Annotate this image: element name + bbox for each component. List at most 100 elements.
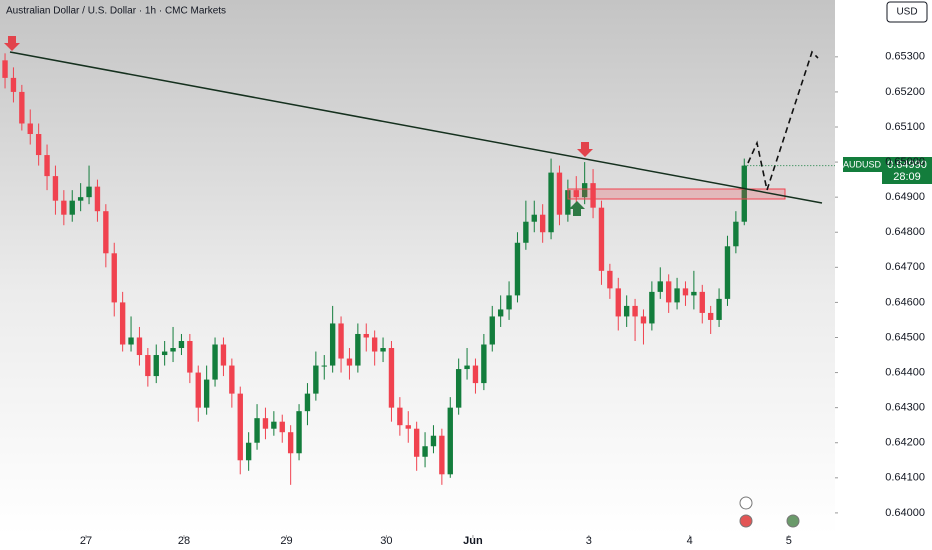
- candle-body: [707, 312, 714, 320]
- y-tick-label: 0.64400: [885, 366, 925, 378]
- candle-body: [119, 302, 126, 345]
- candle-body: [716, 298, 722, 320]
- candle-body: [237, 393, 243, 461]
- candle-body: [371, 337, 378, 352]
- candle-body: [674, 288, 680, 303]
- candle-body: [489, 316, 495, 345]
- candle-body: [212, 344, 218, 380]
- candle-body: [170, 348, 176, 352]
- candle-body: [623, 305, 630, 317]
- candle-body: [279, 421, 285, 433]
- y-tick-label: 0.64800: [885, 226, 925, 238]
- candle-body: [145, 355, 151, 377]
- candle-body: [86, 186, 92, 198]
- candle-body: [296, 411, 302, 454]
- candle-body: [573, 190, 579, 198]
- candle-body: [77, 197, 84, 201]
- candle-body: [640, 316, 647, 324]
- candle-body: [380, 348, 386, 352]
- x-tick-label: 27: [80, 535, 92, 547]
- resistance-zone: [567, 188, 786, 200]
- candle-body: [136, 337, 143, 356]
- candle-body: [665, 281, 672, 303]
- candle-body: [514, 242, 521, 296]
- candle-body: [439, 435, 445, 475]
- y-tick-label: 0.65000: [885, 156, 925, 168]
- candle-body: [220, 344, 227, 366]
- x-tick-label: 5: [786, 535, 792, 547]
- candle-body: [262, 418, 269, 429]
- y-tick-label: 0.65300: [885, 51, 925, 63]
- candle-body: [187, 340, 193, 373]
- candle-body: [581, 183, 588, 198]
- candle-body: [699, 291, 705, 313]
- candle-body: [598, 207, 605, 271]
- candle-body: [245, 442, 252, 461]
- candle-body: [649, 291, 655, 324]
- candle-body: [103, 211, 109, 254]
- candle-body: [35, 134, 42, 156]
- x-tick-label: Jun: [463, 535, 483, 547]
- candle-body: [44, 155, 50, 177]
- time-axis: [0, 535, 835, 550]
- candle-body: [691, 291, 697, 296]
- event-icon[interactable]: [786, 514, 800, 528]
- candle-body: [254, 418, 260, 443]
- up-arrow: [569, 201, 585, 216]
- candle-body: [615, 288, 621, 317]
- candle-body: [271, 421, 277, 429]
- price-tag: [882, 157, 932, 184]
- last-price: 0.64990: [887, 159, 927, 171]
- candle-body: [565, 190, 571, 215]
- y-tick-label: 0.64600: [885, 296, 925, 308]
- candle-body: [2, 60, 8, 78]
- candle-body: [388, 348, 395, 408]
- candle-body: [161, 351, 168, 356]
- candle-body: [27, 123, 33, 135]
- candle-body: [632, 305, 638, 317]
- symbol-tag: [843, 157, 882, 172]
- candle-body: [539, 214, 546, 233]
- candle-body: [111, 253, 117, 303]
- y-tick-label: 0.64200: [885, 437, 925, 449]
- candle-body: [128, 337, 134, 345]
- candle-body: [313, 365, 319, 394]
- y-tick-label: 0.65200: [885, 86, 925, 98]
- symbol-label: AUDUSD: [843, 159, 882, 169]
- candle-body: [363, 333, 369, 338]
- y-tick-label: 0.64700: [885, 261, 925, 273]
- y-tick-label: 0.64300: [885, 402, 925, 414]
- candle-body: [523, 221, 529, 243]
- event-icon[interactable]: [739, 514, 753, 528]
- candle-body: [203, 379, 210, 408]
- currency-button[interactable]: [886, 1, 928, 23]
- candle-body: [287, 432, 294, 454]
- candle-body: [178, 340, 185, 349]
- candle-body: [455, 369, 462, 408]
- candle-body: [397, 407, 403, 426]
- candle-body: [94, 186, 101, 212]
- currency-label: USD: [896, 7, 917, 18]
- projection-path: [747, 50, 819, 194]
- candle-body: [321, 365, 327, 367]
- candle-body: [338, 323, 344, 359]
- candle-body: [346, 358, 353, 366]
- candle-body: [10, 77, 17, 92]
- event-icon[interactable]: [739, 496, 753, 510]
- down-arrow: [577, 142, 593, 157]
- price-axis: [835, 0, 932, 550]
- x-tick-label: 28: [178, 535, 190, 547]
- candle-body: [422, 446, 428, 457]
- candle-body: [61, 200, 67, 215]
- candle-body: [153, 355, 159, 377]
- candle-body: [355, 333, 361, 366]
- candle-body: [741, 165, 747, 222]
- candle-body: [329, 323, 336, 366]
- candle-body: [556, 172, 563, 215]
- candle-body: [481, 344, 487, 384]
- y-tick-label: 0.65100: [885, 121, 925, 133]
- candle-body: [607, 270, 613, 289]
- trendline: [9, 51, 823, 204]
- candle-body: [548, 172, 554, 233]
